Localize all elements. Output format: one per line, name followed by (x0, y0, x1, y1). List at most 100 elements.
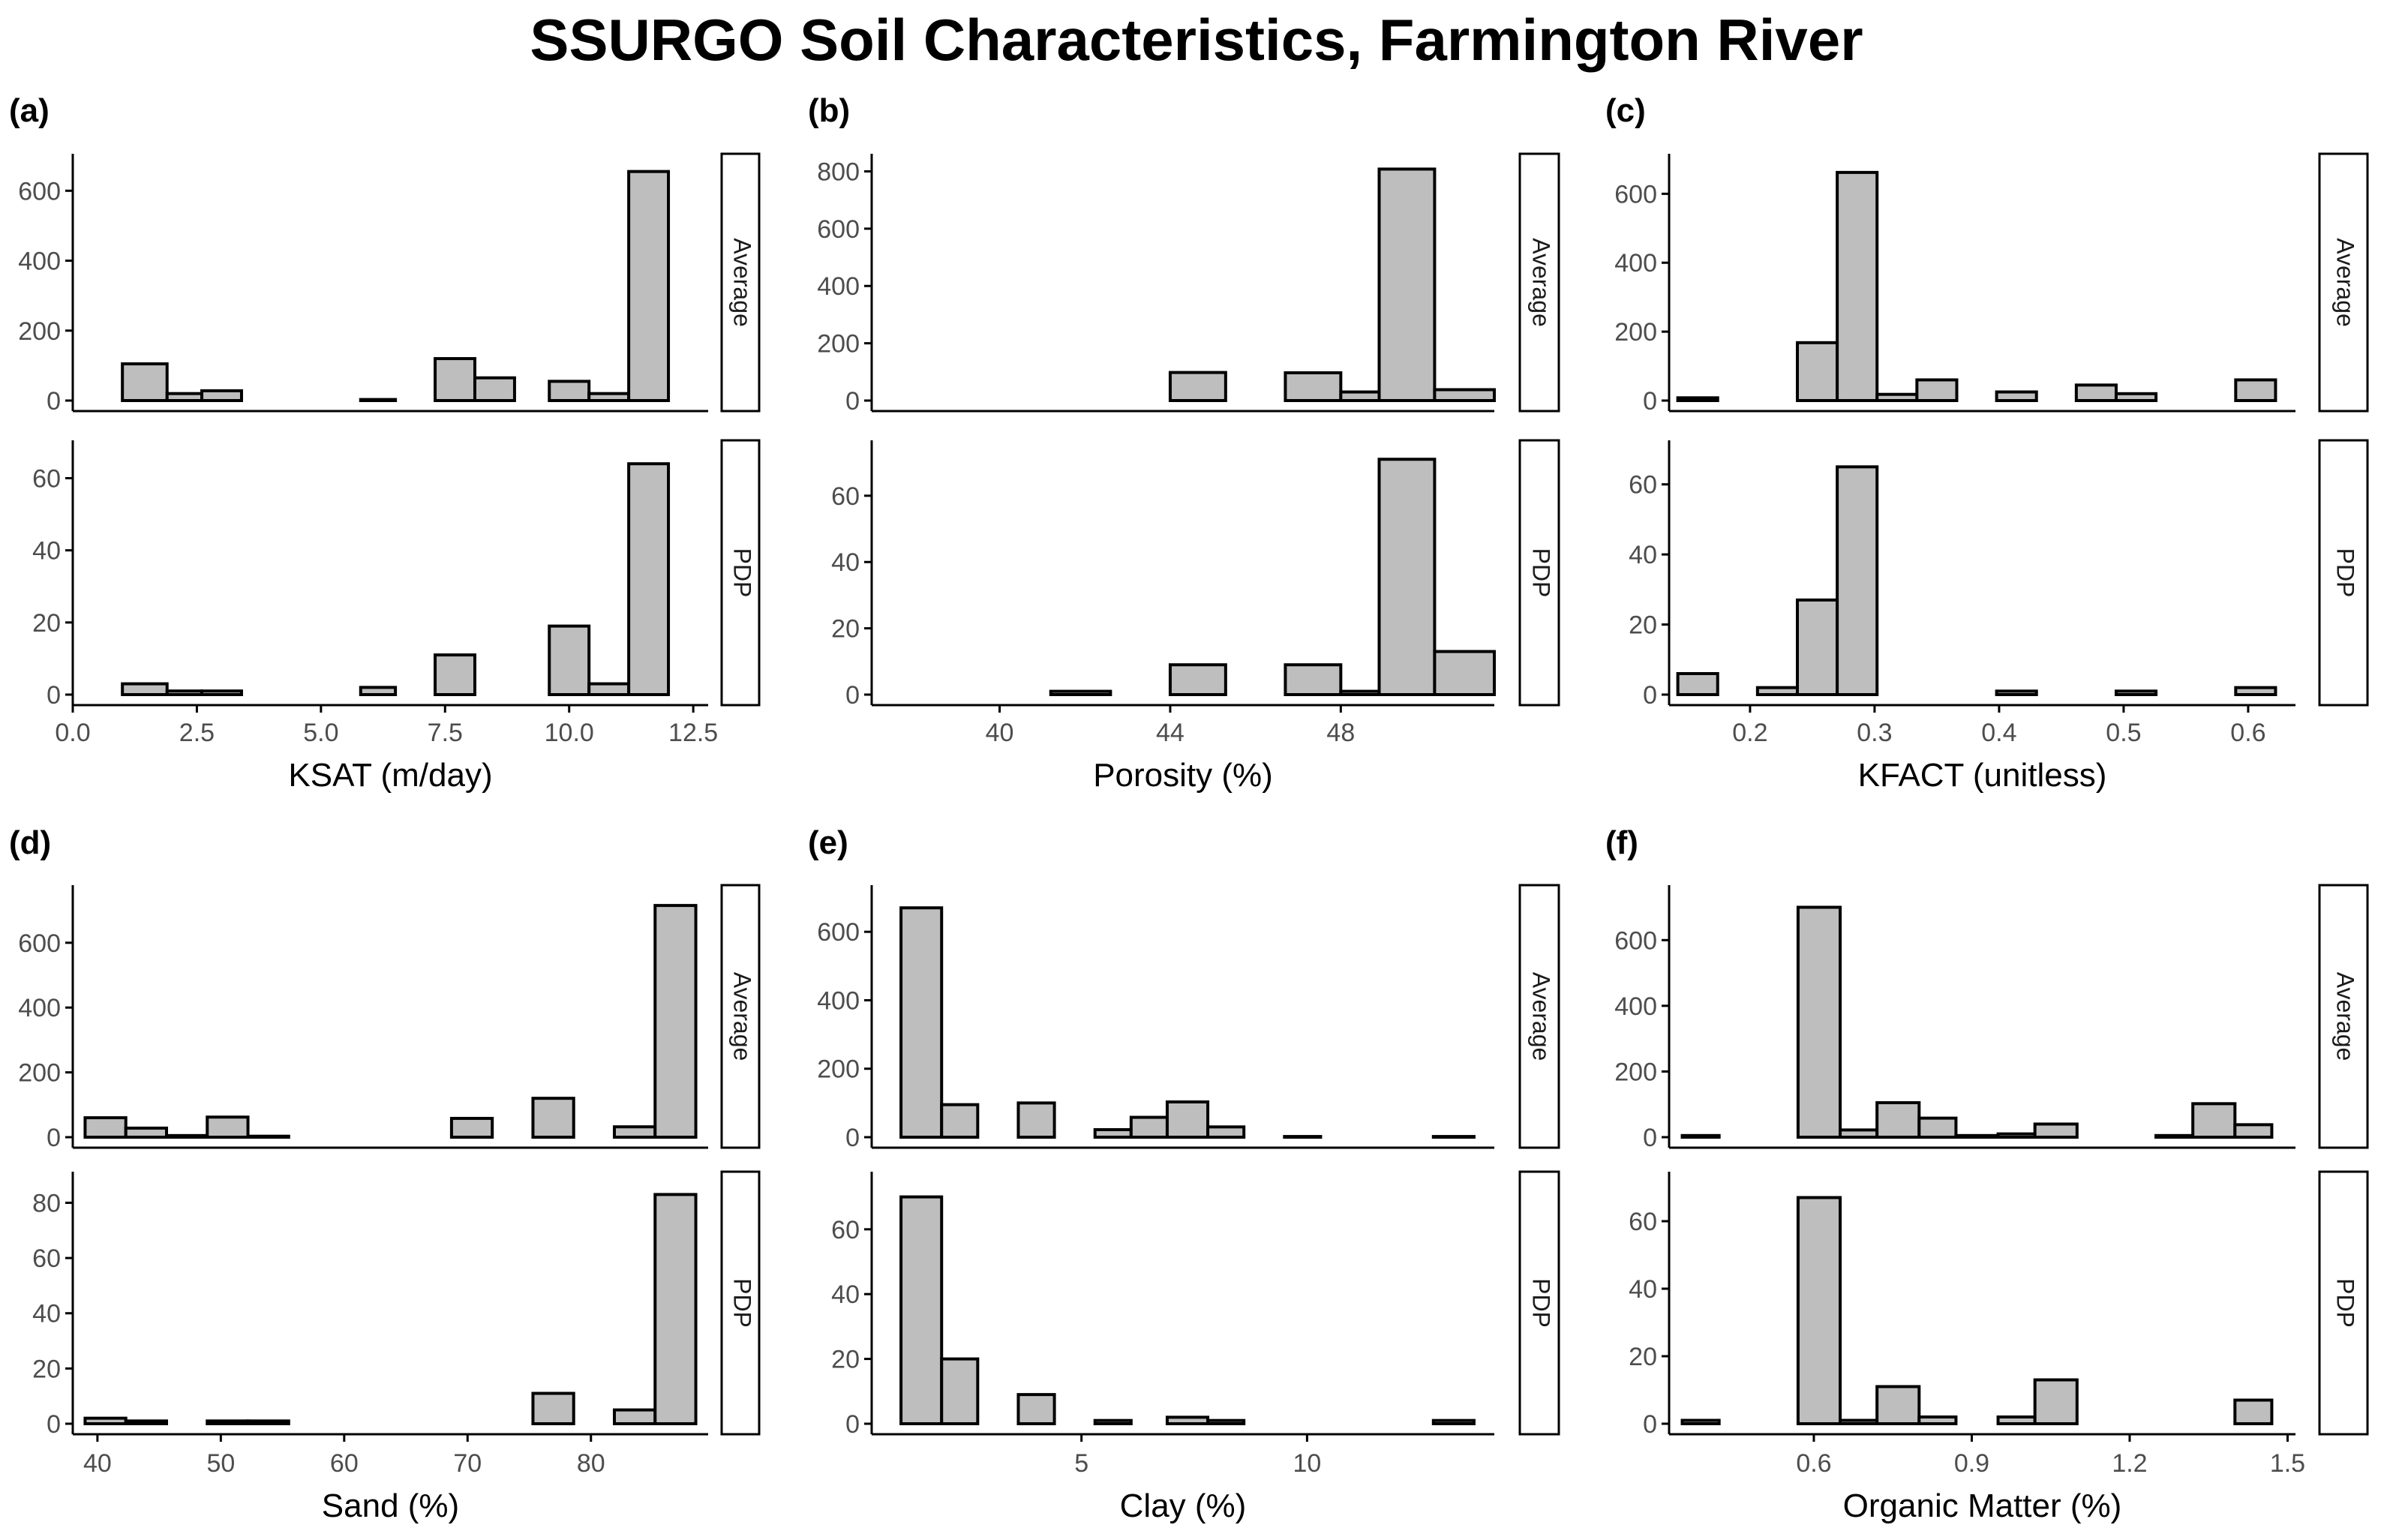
y-tick-label: 0 (1643, 681, 1657, 710)
histogram-bar (1836, 465, 1879, 696)
histogram-bar (531, 1097, 575, 1139)
panel-d: (d) 0 200 400 600 Average 0 20 40 60 80 PDP 40 50 60 70… (9, 824, 761, 1524)
facet-average: 0 200 400 600 Average (1614, 152, 2369, 416)
x-tick-label: 80 (577, 1449, 605, 1478)
y-tick-label: 20 (1629, 611, 1657, 640)
x-axis-title: KFACT (unitless) (1858, 757, 2107, 794)
y-tick-label: 40 (32, 537, 61, 566)
panel-c: (c) 0 200 400 600 Average 0 20 40 60 PDP 0.2 0.3 0.4 0… (1605, 92, 2369, 794)
histogram-bar (1129, 1115, 1169, 1139)
facet-strip (2318, 1170, 2369, 1436)
facet-strip-label: Average (729, 238, 756, 327)
x-tick-label: 7.5 (428, 719, 463, 747)
y-tick-label: 60 (32, 464, 61, 493)
histogram-bar (1676, 671, 1719, 697)
histogram-bar (1839, 1128, 1879, 1139)
y-tick-label: 40 (1629, 541, 1657, 569)
histogram-bar (548, 380, 591, 402)
y-tick-label: 800 (817, 158, 860, 186)
histogram-bar (2154, 1133, 2195, 1139)
facet-strip (2318, 884, 2369, 1149)
y-tick-label: 40 (32, 1300, 61, 1328)
histogram-bar (1796, 905, 1842, 1139)
histogram-bar (246, 1419, 290, 1426)
y-tick-label: 600 (817, 215, 860, 244)
facet-strip-label: PDP (1528, 548, 1555, 598)
x-tick-label: 48 (1326, 719, 1355, 747)
histogram-bar (206, 1115, 250, 1139)
histogram-bar (1676, 396, 1719, 403)
x-tick-label: 5 (1074, 1449, 1088, 1478)
facet-strip-label: PDP (729, 548, 756, 598)
x-tick-label: 0.5 (2106, 719, 2141, 747)
x-tick-label: 0.0 (55, 719, 90, 747)
histogram-bar (473, 376, 516, 402)
histogram-bar (2033, 1378, 2079, 1425)
histogram-bar (2234, 686, 2277, 697)
histogram-bar (1917, 1415, 1958, 1425)
histogram-bar (1954, 1133, 2000, 1139)
y-tick-label: 600 (18, 929, 61, 958)
facet-strip-label: PDP (729, 1278, 756, 1328)
y-tick-label: 20 (1629, 1343, 1657, 1371)
facet-pdp: 0 20 40 60 80 PDP (32, 1170, 761, 1439)
figure-title: SSURGO Soil Characteristics, Farmington … (530, 7, 1863, 73)
histogram-bar (2233, 1398, 2274, 1425)
histogram-bar (449, 1116, 494, 1139)
y-tick-label: 400 (817, 272, 860, 301)
histogram-bar (653, 904, 698, 1139)
x-tick-label: 40 (83, 1449, 112, 1478)
y-tick-label: 0 (47, 1410, 61, 1439)
y-tick-label: 0 (1643, 387, 1657, 416)
histogram-bar (1995, 390, 2038, 402)
panel-f: (f) 0 200 400 600 Average 0 20 40 60 PDP 0.6 0.9 1.2 1… (1605, 824, 2369, 1524)
histogram-bar (1206, 1125, 1246, 1139)
y-tick-label: 80 (32, 1189, 61, 1217)
facet-pdp: 0 20 40 60 PDP (32, 439, 761, 710)
histogram-bar (83, 1116, 128, 1139)
y-tick-label: 0 (47, 681, 61, 710)
histogram-bar (548, 624, 591, 696)
panel-label: (f) (1605, 824, 1638, 861)
x-tick-label: 10.0 (545, 719, 594, 747)
x-tick-label: 40 (986, 719, 1014, 747)
histogram-bar (1016, 1101, 1056, 1139)
panel-a: (a) 0 200 400 600 Average 0 20 40 60 PDP 0.0 2.5 5.0 7… (9, 92, 761, 794)
x-axis-title: Organic Matter (%) (1843, 1487, 2122, 1524)
y-tick-label: 400 (18, 994, 61, 1022)
y-tick-label: 0 (47, 387, 61, 416)
y-tick-label: 0 (47, 1124, 61, 1152)
facet-pdp: 0 20 40 60 PDP (831, 439, 1560, 710)
panel-e: (e) 0 200 400 600 Average 0 20 40 60 PDP 5 10 Clay (%… (808, 824, 1560, 1524)
histogram-bar (359, 686, 398, 696)
histogram-bar (1875, 1101, 1921, 1139)
histogram-bar (1796, 1196, 1842, 1425)
histogram-bar (2233, 1123, 2274, 1139)
facet-strip (1518, 439, 1560, 707)
histogram-bar (1283, 1135, 1323, 1139)
facet-strip-label: Average (1528, 238, 1555, 327)
y-tick-label: 40 (1629, 1275, 1657, 1304)
y-tick-label: 600 (1614, 926, 1657, 955)
panel-b: (b) 0 200 400 600 800 Average 0 20 40 60 PDP 40 44 48 P… (808, 92, 1560, 794)
facet-strip (1518, 884, 1560, 1149)
facet-strip (720, 1170, 761, 1436)
histogram-bar (1377, 167, 1437, 402)
histogram-bar (1284, 663, 1343, 697)
y-tick-label: 20 (831, 615, 860, 644)
x-tick-label: 1.5 (2270, 1449, 2305, 1478)
x-tick-label: 0.6 (2230, 719, 2265, 747)
y-tick-label: 20 (32, 1355, 61, 1383)
histogram-bar (1795, 341, 1839, 402)
histogram-bar (2114, 392, 2158, 402)
histogram-bar (1839, 1418, 1879, 1425)
histogram-bar (1433, 388, 1497, 403)
y-tick-label: 0 (845, 387, 860, 416)
panel-label: (b) (808, 92, 850, 129)
histogram-bar (434, 653, 476, 697)
histogram-bar (1433, 650, 1497, 697)
facet-strip-label: Average (1528, 972, 1555, 1061)
histogram-bar (200, 389, 243, 403)
y-tick-label: 60 (32, 1244, 61, 1273)
facet-average: 0 200 400 600 800 Average (817, 152, 1560, 416)
